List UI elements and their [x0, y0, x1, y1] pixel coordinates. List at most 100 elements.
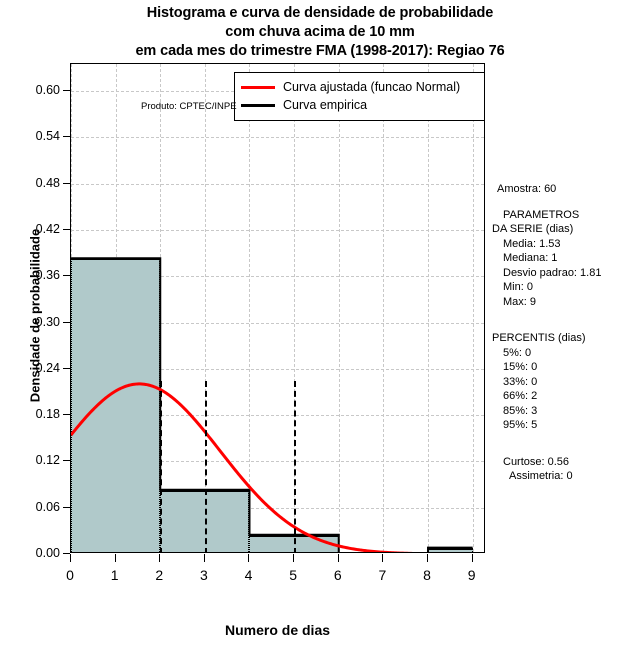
legend: Curva ajustada (funcao Normal) Curva emp…: [234, 72, 485, 121]
x-tick-label: 2: [155, 567, 164, 583]
y-tick-label: 0.60: [35, 83, 60, 97]
stat-percentile-33: 33%: 0: [503, 375, 538, 388]
y-axis-title: Densidade de probabilidade: [27, 228, 43, 403]
y-tick-mark: [63, 136, 70, 138]
x-tick-mark: [248, 554, 250, 562]
stat-std-dev: Desvio padrao: 1.81: [503, 266, 602, 279]
horizontal-gridline-0.36: [71, 276, 484, 278]
stat-mean: Media: 1.53: [503, 237, 561, 250]
y-tick-label: 0.42: [35, 221, 60, 236]
x-tick-label: 0: [66, 567, 74, 583]
y-tick-label: 0.24: [35, 360, 60, 375]
stat-parameters-header-line1: PARAMETROS: [503, 208, 580, 221]
horizontal-gridline-0.06: [71, 507, 484, 509]
x-tick-mark: [70, 554, 71, 562]
vertical-gridline-9: [472, 64, 474, 552]
y-tick-label: 0.18: [35, 407, 60, 422]
y-tick-mark: [63, 321, 70, 323]
stat-percentile-66: 66%: 2: [503, 390, 538, 402]
x-tick-label: 7: [378, 567, 387, 583]
stat-median: Mediana: 1: [503, 252, 558, 264]
percentile-marker-line-95: [294, 380, 297, 552]
chart-title: Histograma e curva de densidade de proba…: [0, 4, 640, 61]
y-tick-mark: [63, 228, 70, 230]
x-tick-label: 6: [333, 567, 342, 583]
stat-percentile-5: 5%: 0: [503, 346, 532, 359]
y-tick-mark: [63, 367, 70, 369]
y-tick-mark: [63, 182, 70, 184]
stat-skewness: Assimetria: 0: [509, 470, 573, 482]
x-tick-mark: [426, 554, 428, 562]
horizontal-gridline-0.12: [71, 461, 484, 463]
vertical-gridline-3: [204, 64, 206, 552]
horizontal-gridline-0.42: [71, 229, 484, 231]
legend-label-empirical: Curva empirica: [283, 98, 368, 112]
percentile-marker-line-85: [204, 380, 207, 552]
x-tick-label: 5: [289, 567, 298, 583]
horizontal-gridline-0.30: [71, 322, 484, 324]
stat-percentile-15: 15%: 0: [503, 361, 538, 373]
vertical-gridline-7: [383, 64, 385, 552]
y-tick-mark: [63, 90, 70, 91]
x-tick-mark: [382, 554, 384, 562]
x-axis-title: Numero de dias: [224, 622, 331, 638]
y-tick-label: 0.48: [35, 175, 60, 190]
stat-parameters-header-line2: DA SERIE (dias): [492, 223, 574, 235]
histogram-bar: [160, 489, 250, 552]
stat-percentile-85: 85%: 3: [503, 404, 538, 417]
y-tick-mark: [63, 275, 70, 277]
x-tick-mark: [471, 554, 473, 562]
vertical-gridline-6: [338, 64, 340, 552]
stat-kurtosis: Curtose: 0.56: [503, 455, 570, 468]
stat-percentile-95: 95%: 5: [503, 419, 538, 431]
horizontal-gridline-0.18: [71, 415, 484, 417]
x-tick-label: 9: [467, 567, 476, 583]
legend-item-fitted: Curva ajustada (funcao Normal): [241, 78, 478, 96]
x-tick-label: 1: [110, 567, 119, 583]
legend-swatch-empirical: [241, 103, 275, 107]
y-tick-mark: [63, 553, 70, 554]
x-tick-mark: [293, 554, 295, 562]
vertical-gridline-5: [294, 64, 296, 552]
x-tick-mark: [159, 554, 161, 562]
percentile-marker-line-66: [160, 380, 163, 552]
y-tick-label: 0.30: [35, 314, 60, 329]
legend-item-empirical: Curva empirica: [241, 96, 478, 114]
x-tick-label: 3: [199, 567, 208, 583]
horizontal-gridline-0.54: [71, 137, 484, 139]
y-tick-mark: [63, 460, 70, 462]
legend-swatch-fitted: [241, 85, 275, 89]
x-tick-mark: [203, 554, 205, 562]
stat-max: Max: 9: [503, 295, 537, 308]
y-tick-label: 0.36: [35, 268, 60, 283]
x-tick-mark: [337, 554, 339, 562]
stat-spacer-1: [492, 197, 640, 208]
x-tick-label: 8: [423, 567, 431, 583]
x-tick-label: 4: [244, 567, 253, 583]
y-tick-label: 0.54: [35, 129, 60, 144]
chart-title-line-1: Histograma e curva de densidade de proba…: [146, 5, 494, 21]
plot-inner: 66%85%95%: [71, 64, 484, 552]
x-tick-mark: [114, 554, 116, 562]
chart-title-line-3: em cada mes do trimestre FMA (1998-2017)…: [135, 43, 505, 59]
stat-spacer-2: [492, 309, 640, 320]
y-tick-label: 0.00: [35, 546, 60, 560]
statistics-panel: Amostra: 60 PARAMETROS DA SERIE (dias) M…: [492, 182, 640, 484]
stat-percentiles-header: PERCENTIS (dias): [492, 332, 586, 344]
fitted-normal-curve-line: [71, 382, 416, 552]
horizontal-gridline-0.24: [71, 368, 484, 370]
density-curves: [71, 257, 473, 552]
stat-min: Min: 0: [503, 281, 533, 293]
plot-area: 66%85%95%: [70, 63, 485, 553]
stat-sample-size: Amostra: 60: [497, 183, 557, 195]
chart-title-line-2: com chuva acima de 10 mm: [225, 24, 415, 40]
y-tick-label: 0.12: [35, 453, 60, 468]
stat-spacer-5: [492, 444, 640, 455]
y-tick-label: 0.06: [35, 499, 60, 514]
vertical-gridline-8: [427, 64, 429, 552]
y-tick-mark: [63, 506, 70, 508]
producer-credit: Produto: CPTEC/INPE: [141, 101, 237, 112]
stat-spacer-4: [492, 433, 640, 444]
legend-label-fitted: Curva ajustada (funcao Normal): [283, 80, 461, 94]
horizontal-gridline-0.48: [71, 183, 484, 185]
